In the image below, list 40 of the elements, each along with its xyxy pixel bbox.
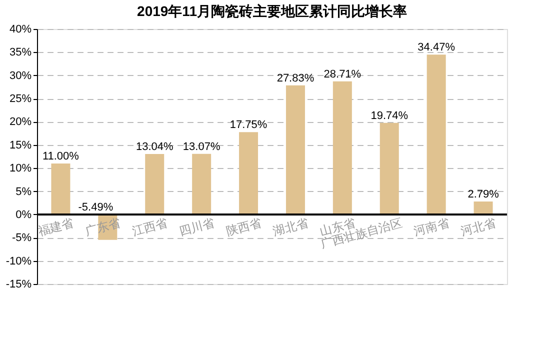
bar (474, 202, 493, 214)
y-tick-label: 25% (9, 93, 32, 106)
y-tick-label: 20% (9, 116, 32, 128)
y-tick-label: 5% (16, 186, 32, 198)
x-tick-label: 福建省 (36, 216, 76, 239)
x-tick-label: 陕西省 (224, 216, 263, 239)
y-tick-label: 0% (16, 208, 32, 221)
x-tick-label: 湖北省 (271, 216, 310, 239)
bar (286, 85, 305, 214)
x-tick-label: 河北省 (459, 216, 498, 239)
bar (426, 54, 446, 214)
chart-title: 2019年11月陶瓷砖主要地区累计同比增长率 (137, 3, 407, 19)
bar (380, 122, 399, 214)
bar (239, 132, 258, 214)
y-tick-label: 30% (9, 70, 32, 82)
bar (192, 154, 212, 214)
y-tick-label: 15% (9, 139, 32, 152)
data-label: 19.74% (370, 110, 408, 122)
data-label: 2.79% (468, 188, 500, 201)
y-tick-label: -15% (6, 278, 32, 290)
x-tick-label: 河南省 (412, 216, 451, 239)
bar (145, 154, 164, 214)
data-label: -5.49% (78, 201, 114, 214)
y-tick-label: 40% (9, 24, 32, 36)
x-tick-label: 广东省 (84, 216, 122, 239)
x-tick-label: 江西省 (130, 216, 169, 239)
data-label: 27.83% (276, 72, 314, 84)
bar (51, 163, 70, 214)
y-tick-label: 10% (9, 162, 32, 175)
data-label: 34.47% (418, 42, 456, 54)
data-label: 13.07% (182, 140, 220, 153)
y-tick-label: 35% (9, 46, 32, 59)
data-label: 11.00% (42, 150, 80, 162)
y-tick-label: -10% (6, 255, 32, 268)
bar (332, 81, 352, 214)
data-label: 17.75% (230, 119, 268, 132)
data-label: 28.71% (324, 68, 362, 80)
data-label: 13.04% (136, 140, 174, 153)
y-tick-label: -5% (12, 232, 32, 244)
x-tick-label: 四川省 (177, 216, 216, 239)
